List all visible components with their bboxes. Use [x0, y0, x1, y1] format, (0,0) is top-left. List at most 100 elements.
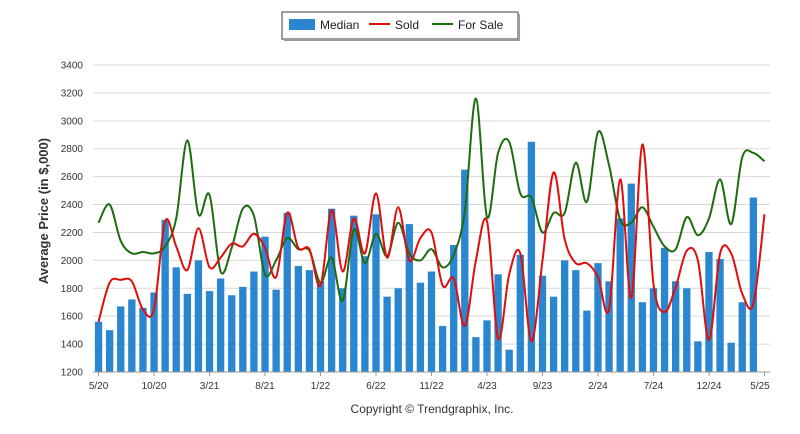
median-bar	[94, 321, 103, 372]
median-bar	[483, 320, 491, 372]
legend-box-shadow-right	[518, 14, 520, 41]
median-bar	[527, 141, 536, 372]
median-bar	[472, 337, 480, 372]
median-bar	[572, 270, 580, 372]
median-bar	[450, 245, 458, 372]
median-bar	[183, 293, 191, 372]
legend-box-shadow	[284, 39, 520, 41]
x-tick-label: 7/24	[644, 381, 664, 392]
median-bar	[128, 299, 136, 372]
median-bar	[427, 271, 436, 372]
median-bar	[627, 183, 635, 372]
median-bar	[683, 288, 691, 372]
median-bar	[361, 256, 369, 372]
median-bar	[638, 302, 647, 372]
legend: Median Sold For Sale	[281, 11, 520, 41]
median-bar	[239, 286, 247, 372]
median-bar	[516, 254, 524, 372]
median-bar	[461, 169, 469, 372]
x-tick-label: 10/20	[142, 381, 167, 392]
median-bar	[261, 236, 269, 372]
x-tick-label: 9/23	[533, 381, 553, 392]
median-bar	[494, 274, 502, 372]
legend-median-swatch	[289, 19, 315, 30]
median-bar	[172, 267, 180, 372]
median-bar	[350, 215, 358, 372]
median-bar	[694, 341, 702, 372]
median-bar	[561, 260, 569, 372]
median-bar	[672, 281, 680, 372]
median-bar	[205, 291, 214, 372]
y-tick-label: 3000	[61, 116, 84, 127]
axes: 1200 1400 1600 1800 2000 2200 2400 2600 2800 3000…	[61, 61, 770, 393]
y-tick-label: 2200	[61, 228, 84, 239]
series-lines	[97, 97, 766, 343]
y-tick-label: 1200	[61, 368, 84, 379]
median-bar	[339, 288, 347, 372]
y-tick-label: 2400	[61, 200, 84, 211]
y-tick-label: 1800	[61, 284, 84, 295]
y-tick-label: 1600	[61, 312, 84, 323]
median-bar	[105, 330, 114, 372]
median-bar	[505, 349, 513, 372]
median-bar	[383, 296, 391, 372]
median-bar	[228, 295, 236, 372]
median-bar	[727, 342, 735, 372]
median-bar	[549, 296, 558, 372]
median-bar	[117, 306, 125, 372]
median-bar	[649, 288, 658, 372]
x-tick-label: 11/22	[419, 381, 444, 392]
median-bar	[327, 208, 336, 372]
y-tick-label: 1400	[61, 340, 84, 351]
y-axis-label: Average Price (in $,000)	[36, 138, 51, 284]
median-bar	[749, 197, 758, 372]
median-bar	[538, 275, 547, 372]
median-bar	[372, 214, 380, 372]
median-bar	[250, 271, 258, 372]
legend-for-sale-label: For Sale	[458, 18, 504, 32]
median-bar	[416, 282, 425, 372]
y-tick-label: 3400	[61, 61, 84, 72]
median-bar	[272, 289, 280, 372]
median-bar	[438, 325, 447, 372]
x-tick-label: 1/22	[311, 381, 331, 392]
legend-box	[281, 11, 519, 40]
x-tick-label: 6/22	[366, 381, 386, 392]
x-tick-label: 4/23	[477, 381, 497, 392]
legend-median-label: Median	[320, 18, 359, 32]
median-bar	[394, 288, 402, 372]
x-tick-label: 2/24	[588, 381, 608, 392]
sold-line	[97, 143, 766, 343]
median-bar	[605, 281, 613, 372]
median-bar	[705, 251, 713, 372]
median-bars	[94, 141, 758, 372]
median-bar	[216, 278, 225, 372]
median-bar	[738, 302, 746, 372]
x-tick-label: 3/21	[200, 381, 220, 392]
y-tick-label: 2800	[61, 144, 84, 155]
median-bar	[283, 212, 291, 372]
median-bar	[616, 218, 624, 372]
x-tick-label: 12/24	[696, 381, 721, 392]
median-bar	[305, 270, 314, 372]
median-bar	[139, 307, 147, 372]
median-bar	[594, 263, 602, 372]
median-bar	[294, 265, 302, 372]
for-sale-line	[97, 97, 766, 302]
median-bar	[194, 260, 203, 372]
median-bar	[660, 247, 669, 372]
x-tick-label: 8/21	[255, 381, 275, 392]
y-tick-label: 2600	[61, 172, 84, 183]
x-tick-label: 5/20	[89, 381, 109, 392]
legend-sold-label: Sold	[395, 18, 419, 32]
median-bar	[405, 224, 413, 372]
x-tick-label: 5/25	[750, 381, 770, 392]
y-tick-label: 2000	[61, 256, 84, 267]
median-bar	[161, 219, 169, 372]
copyright-footer: Copyright © Trendgraphix, Inc.	[351, 402, 514, 416]
median-bar	[150, 292, 158, 372]
median-bar	[716, 258, 724, 372]
median-bar	[583, 310, 591, 372]
median-bar	[316, 281, 325, 372]
